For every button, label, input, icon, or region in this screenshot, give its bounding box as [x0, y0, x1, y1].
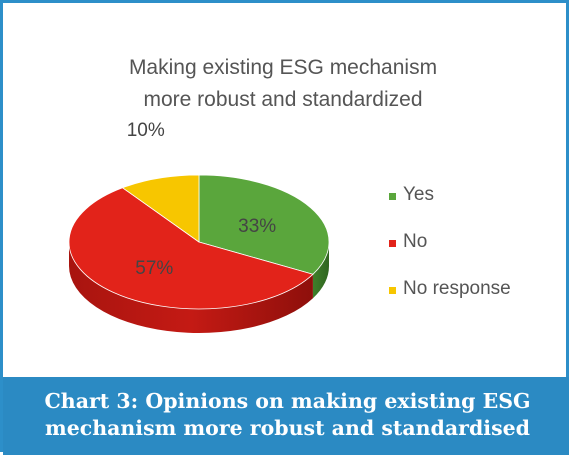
caption-line-1: Chart 3: Opinions on making existing ESG — [44, 389, 531, 413]
legend-swatch-no — [389, 240, 396, 247]
caption-line-2: mechanism more robust and standardised — [45, 416, 530, 440]
pie-data-labels: 33% 57% 10% — [127, 120, 277, 279]
pie-side-yes — [312, 242, 329, 299]
data-label-yes: 33% — [238, 216, 276, 237]
legend-label-no-response: No response — [403, 278, 511, 299]
chart-title-line-1: Making existing ESG mechanism — [129, 56, 437, 79]
legend-label-yes: Yes — [403, 184, 434, 205]
pie-slice-no — [68, 187, 314, 310]
pie-side-no — [69, 242, 313, 333]
figure-caption: Chart 3: Opinions on making existing ESG… — [3, 377, 569, 455]
chart-title-line-2: more robust and standardized — [144, 88, 423, 111]
pie-chart: Making existing ESG mechanism more robus… — [68, 56, 511, 333]
legend-swatch-yes — [389, 193, 396, 200]
pie-3d-sides — [69, 242, 329, 333]
legend-swatch-no-response — [389, 287, 396, 294]
data-label-no-response: 10% — [127, 120, 165, 141]
chart-area: Making existing ESG mechanism more robus… — [11, 12, 561, 377]
pie-slice-yes — [198, 174, 330, 275]
pie-slices — [68, 174, 330, 310]
pie-slice-no-response — [121, 174, 200, 243]
legend-label-no: No — [403, 231, 427, 252]
data-label-no: 57% — [135, 258, 173, 279]
legend: Yes No No response — [389, 184, 511, 299]
